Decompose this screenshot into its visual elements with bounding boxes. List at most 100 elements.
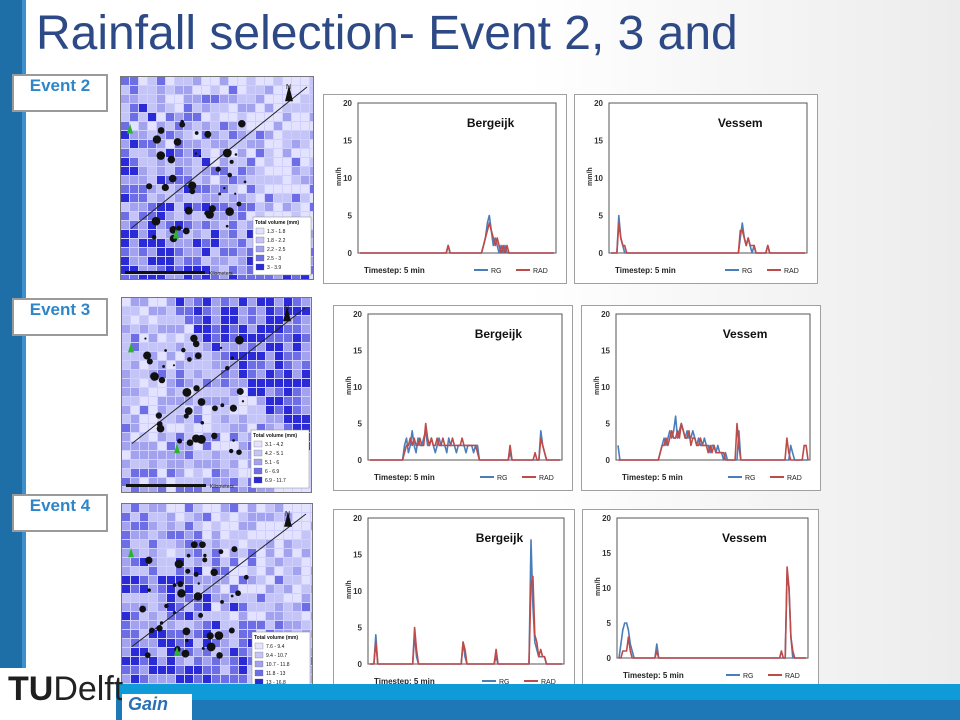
footer-bar-dark — [0, 700, 960, 720]
map-cell — [185, 442, 193, 450]
map-catchment-blob — [218, 549, 224, 555]
map-cell — [166, 194, 174, 202]
chart-event4-bergeijk: 0 5 10 15 20 mm/h Bergeijk Timestep: 5 min RG RAD — [333, 509, 575, 695]
map-catchment-blob — [162, 365, 166, 368]
map-cell — [311, 594, 312, 602]
map-cell — [131, 442, 139, 450]
map-cell — [256, 95, 264, 103]
map-legend-swatch — [254, 660, 264, 668]
map-cell — [194, 522, 202, 530]
map-cell — [193, 239, 201, 247]
map-cell — [212, 442, 220, 450]
map-cell — [194, 630, 202, 638]
map-cell — [212, 585, 220, 593]
map-catchment-blob — [219, 346, 223, 350]
map-cell — [131, 334, 139, 342]
map-cell — [266, 379, 274, 387]
map-cell — [212, 666, 220, 674]
map-cell — [194, 334, 202, 342]
map-cell — [310, 203, 313, 211]
map-cell — [184, 131, 192, 139]
map-cell — [131, 567, 139, 575]
map-cell — [248, 424, 256, 432]
map-cell — [121, 185, 129, 193]
map-cell — [302, 298, 310, 306]
map-cell — [293, 576, 301, 584]
map-cell — [266, 612, 274, 620]
map-cell — [193, 176, 201, 184]
map-cell — [131, 478, 139, 486]
map-cell — [122, 307, 130, 315]
map-cell — [284, 415, 292, 423]
map-cell — [158, 648, 166, 656]
map-cell — [202, 149, 210, 157]
map-catchment-blob — [225, 207, 234, 216]
gauge-marker-icon — [127, 123, 133, 134]
map-catchment-blob — [183, 413, 189, 419]
map-cell — [302, 612, 310, 620]
map-cell — [121, 113, 129, 121]
map-catchment-blob — [236, 201, 242, 207]
map-catchment-blob — [236, 387, 244, 395]
map-cell — [167, 522, 175, 530]
map-cell — [148, 212, 156, 220]
map-cell — [229, 95, 237, 103]
map-catchment-blob — [206, 642, 216, 652]
map-catchment-blob — [215, 166, 221, 172]
map-cell — [148, 104, 156, 112]
map-cell — [122, 612, 130, 620]
map-cell — [166, 140, 174, 148]
map-cell — [292, 86, 300, 94]
map-cell — [130, 239, 138, 247]
map-cell — [293, 298, 301, 306]
map-cell — [149, 576, 157, 584]
map-cell — [247, 95, 255, 103]
map-cell — [184, 185, 192, 193]
map-cell — [301, 194, 309, 202]
map-cell — [167, 621, 175, 629]
map-legend-swatch — [253, 440, 263, 448]
map-cell — [167, 478, 175, 486]
map-cell — [292, 203, 300, 211]
map-cell — [220, 230, 228, 238]
map-cell — [229, 194, 237, 202]
map-cell — [257, 567, 265, 575]
map-cell — [139, 212, 147, 220]
map-cell — [292, 176, 300, 184]
map-cell — [166, 257, 174, 265]
map-cell — [221, 451, 229, 459]
map-cell — [230, 531, 238, 539]
map-catchment-blob — [193, 592, 203, 601]
map-cell — [148, 86, 156, 94]
map-cell — [131, 576, 139, 584]
map-cell — [194, 379, 202, 387]
map-catchment-blob — [155, 376, 159, 380]
map-cell — [247, 257, 255, 265]
map-cell — [221, 657, 229, 665]
map-cell — [158, 469, 166, 477]
map-cell — [257, 504, 265, 512]
map-cell — [284, 504, 292, 512]
map-cell — [257, 415, 265, 423]
y-tick-label: 5 — [348, 212, 353, 221]
map-cell — [202, 203, 210, 211]
map-cell — [310, 221, 313, 229]
map-cell — [176, 334, 184, 342]
map-cell — [158, 433, 166, 441]
map-cell — [131, 352, 139, 360]
y-axis-label: mm/h — [595, 577, 602, 596]
map-cell — [212, 334, 220, 342]
map-cell — [176, 504, 184, 512]
map-cell — [121, 86, 129, 94]
map-cell — [131, 675, 139, 683]
map-cell — [122, 549, 130, 557]
map-catchment-blob — [146, 358, 153, 365]
map-cell — [248, 298, 256, 306]
map-cell — [157, 239, 165, 247]
map-cell — [310, 275, 313, 279]
x-axis-label: Timestep: 5 min — [622, 473, 683, 482]
map-cell — [310, 167, 313, 175]
map-cell — [122, 594, 130, 602]
map-cell — [130, 77, 138, 85]
map-cell — [167, 442, 175, 450]
